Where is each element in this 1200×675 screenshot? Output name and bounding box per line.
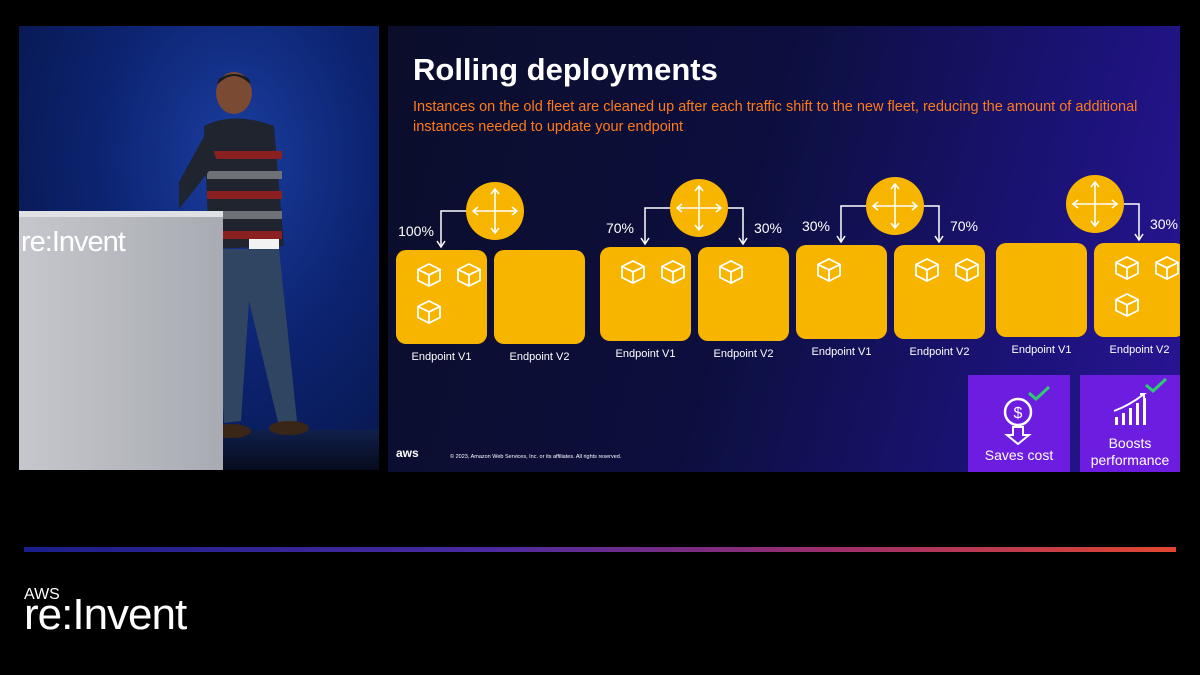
check-icon bbox=[1028, 385, 1051, 401]
brand-reinvent-text: re:Invent bbox=[24, 590, 187, 639]
endpoint-v1-label: Endpoint V1 bbox=[412, 351, 472, 363]
traffic-arrow-v1 bbox=[840, 205, 866, 241]
presenter-video: re:Invent bbox=[19, 26, 379, 470]
podium-logo: re:Invent bbox=[21, 226, 126, 258]
endpoint-v2-label: Endpoint V2 bbox=[714, 348, 774, 360]
load-balancer-arrows bbox=[473, 189, 517, 233]
brand-aws-text: AWS bbox=[24, 586, 60, 603]
endpoint-v1-box bbox=[396, 250, 487, 344]
endpoint-v1-label: Endpoint V1 bbox=[1012, 344, 1072, 356]
traffic-arrow-v1-head bbox=[836, 235, 846, 244]
check-icon bbox=[1145, 377, 1168, 393]
traffic-arrow-v1-head bbox=[436, 240, 446, 249]
load-balancer-arrowhead bbox=[1111, 199, 1119, 209]
instance-icon-inner bbox=[423, 271, 435, 280]
load-balancer-arrowhead bbox=[715, 203, 723, 213]
boosts-label-line1: Boosts bbox=[1108, 435, 1152, 451]
endpoint-v2-box bbox=[494, 250, 585, 344]
load-balancer-arrows bbox=[677, 186, 721, 230]
load-balancer-arrows bbox=[1073, 182, 1117, 226]
slide: Rolling deployments Instances on the old… bbox=[388, 26, 1180, 472]
saves-cost-label: Saves cost bbox=[984, 447, 1054, 463]
traffic-arrow-v2-head bbox=[738, 237, 748, 246]
load-balancer-arrowhead bbox=[675, 203, 683, 213]
divider-gradient-bar bbox=[24, 547, 1176, 552]
traffic-arrow-v1 bbox=[644, 207, 670, 243]
saves-cost-card: $ Saves cost bbox=[968, 375, 1070, 472]
endpoint-v1-label: Endpoint V1 bbox=[616, 348, 676, 360]
cost-savings-icon: $ bbox=[1003, 397, 1033, 445]
copyright: © 2023, Amazon Web Services, Inc. or its… bbox=[450, 454, 622, 460]
instance-icon-inner bbox=[921, 266, 933, 275]
traffic-percent-left: 30% bbox=[802, 218, 830, 234]
endpoint-v2-label: Endpoint V2 bbox=[910, 346, 970, 358]
instance-icon-inner bbox=[1121, 264, 1133, 273]
endpoint-v2-box bbox=[698, 247, 789, 341]
traffic-arrow-v1 bbox=[440, 210, 466, 246]
load-balancer-arrowhead bbox=[1071, 199, 1079, 209]
load-balancer-arrowhead bbox=[490, 227, 500, 235]
traffic-arrow-v2-head bbox=[1134, 233, 1144, 242]
endpoint-v1-box bbox=[796, 245, 887, 339]
instance-icon-inner bbox=[627, 268, 639, 277]
load-balancer-arrowhead bbox=[890, 182, 900, 190]
instance-icon-inner bbox=[463, 271, 475, 280]
traffic-arrow-v2-head bbox=[934, 235, 944, 244]
traffic-percent-right: 70% bbox=[950, 218, 978, 234]
load-balancer-arrows bbox=[873, 184, 917, 228]
slide-title: Rolling deployments bbox=[413, 52, 718, 87]
endpoint-v2-box bbox=[894, 245, 985, 339]
traffic-percent-right: 30% bbox=[1150, 216, 1178, 232]
load-balancer-arrowhead bbox=[511, 206, 519, 216]
traffic-arrow-v1-head bbox=[640, 237, 650, 246]
endpoint-v2-label: Endpoint V2 bbox=[510, 351, 570, 363]
traffic-percent-left: 100% bbox=[398, 223, 434, 239]
instance-icon-inner bbox=[1161, 264, 1173, 273]
instance-icon-inner bbox=[667, 268, 679, 277]
endpoint-v1-box bbox=[996, 243, 1087, 337]
load-balancer-arrowhead bbox=[694, 184, 704, 192]
svg-text:$: $ bbox=[1014, 405, 1023, 422]
load-balancer-arrowhead bbox=[1090, 180, 1100, 188]
rolling-deployment-diagram: 100% Endpoint V1 Endpoint V2 70% 30% Endpoint… bbox=[396, 175, 1180, 363]
boosts-performance-label: Boosts performance bbox=[1080, 435, 1180, 469]
load-balancer-arrowhead bbox=[871, 201, 879, 211]
endpoint-v1-box bbox=[600, 247, 691, 341]
instance-icon-inner bbox=[823, 266, 835, 275]
slide-subtitle: Instances on the old fleet are cleaned u… bbox=[413, 99, 1138, 135]
instance-icon-inner bbox=[961, 266, 973, 275]
instance-icon-inner bbox=[423, 308, 435, 317]
instance-icon-inner bbox=[1121, 301, 1133, 310]
podium bbox=[19, 211, 223, 470]
boosts-label-line2: performance bbox=[1090, 452, 1170, 468]
load-balancer-arrowhead bbox=[694, 224, 704, 232]
endpoint-v2-label: Endpoint V2 bbox=[1110, 344, 1170, 356]
load-balancer-arrowhead bbox=[490, 187, 500, 195]
performance-chart-icon bbox=[1113, 393, 1147, 425]
aws-logo: aws bbox=[396, 446, 419, 460]
traffic-arrow-v2 bbox=[924, 205, 940, 241]
load-balancer-arrowhead bbox=[471, 206, 479, 216]
load-balancer-arrowhead bbox=[911, 201, 919, 211]
traffic-arrow-v2 bbox=[1124, 203, 1140, 239]
instance-icon-inner bbox=[725, 268, 737, 277]
presenter bbox=[179, 72, 309, 438]
boosts-performance-card: Boosts performance bbox=[1080, 375, 1180, 472]
traffic-percent-left: 70% bbox=[606, 220, 634, 236]
load-balancer-arrowhead bbox=[1090, 220, 1100, 228]
endpoint-v1-label: Endpoint V1 bbox=[812, 346, 872, 358]
podium-top bbox=[19, 211, 223, 217]
traffic-percent-right: 30% bbox=[754, 220, 782, 236]
traffic-arrow-v2 bbox=[728, 207, 744, 243]
load-balancer-arrowhead bbox=[890, 222, 900, 230]
